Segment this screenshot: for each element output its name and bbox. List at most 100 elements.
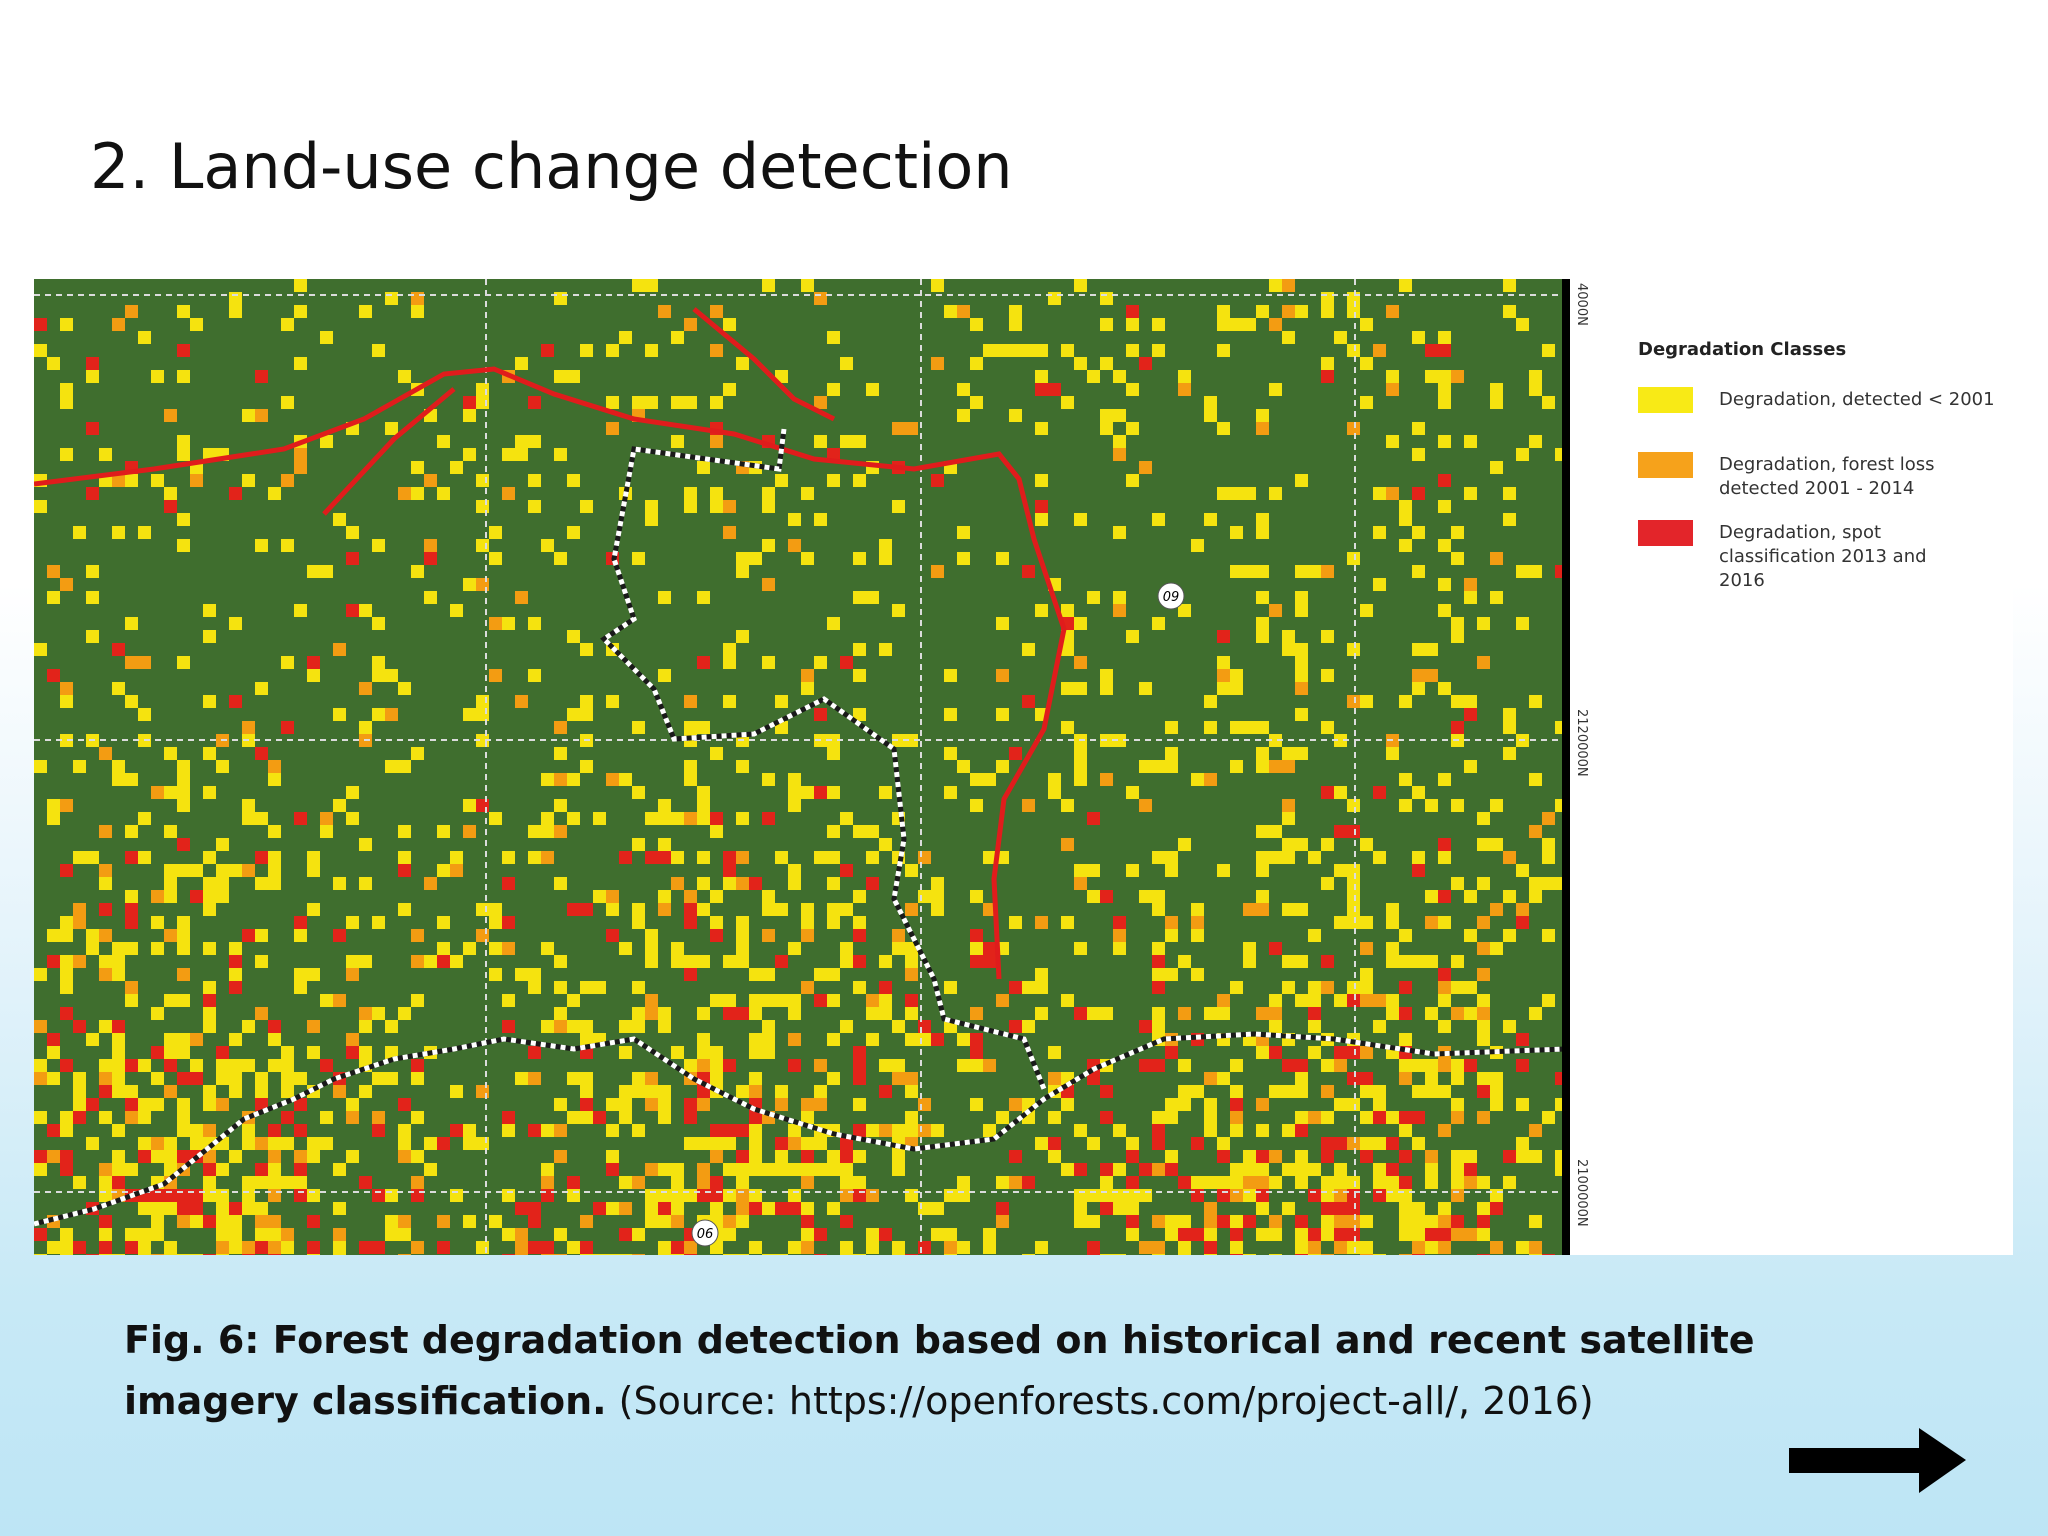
map-cell	[398, 1228, 411, 1241]
map-cell	[229, 1072, 242, 1085]
map-cells	[34, 279, 1568, 1255]
map-cell	[1152, 1059, 1165, 1072]
map-cell	[1347, 292, 1360, 305]
arrow-shape[interactable]	[1789, 1428, 1966, 1493]
map-cell	[190, 1137, 203, 1150]
map-cell	[996, 760, 1009, 773]
map-cell	[970, 773, 983, 786]
map-cell	[281, 1228, 294, 1241]
map-cell	[632, 1085, 645, 1098]
boundary	[600, 428, 1047, 1090]
map-cell	[1256, 526, 1269, 539]
map-cell	[203, 1215, 216, 1228]
map-cell	[60, 1111, 73, 1124]
map-cell	[1347, 903, 1360, 916]
map-cell	[749, 1007, 762, 1020]
map-cell	[1061, 916, 1074, 929]
map-cell	[1282, 1059, 1295, 1072]
map-cell	[203, 1150, 216, 1163]
map-cell	[1191, 1228, 1204, 1241]
map-cell	[1178, 1228, 1191, 1241]
map-cell	[619, 1020, 632, 1033]
map-cell	[1217, 669, 1230, 682]
map-cell	[164, 1046, 177, 1059]
map-cell	[567, 1176, 580, 1189]
map-cell	[1373, 1189, 1386, 1202]
map-cell	[177, 929, 190, 942]
map-cell	[125, 825, 138, 838]
map-cell	[645, 1202, 658, 1215]
map-cell	[1295, 1163, 1308, 1176]
map-cell	[372, 539, 385, 552]
marker-label: 09	[1163, 590, 1180, 605]
map-cell	[606, 344, 619, 357]
map-cell	[1126, 1150, 1139, 1163]
map-cell	[1360, 1254, 1373, 1255]
map-cell	[749, 1189, 762, 1202]
map-cell	[710, 435, 723, 448]
map-cell	[307, 1241, 320, 1254]
map-cell	[827, 968, 840, 981]
map-cell	[1204, 1215, 1217, 1228]
map-cell	[853, 916, 866, 929]
map-cell	[1321, 565, 1334, 578]
next-arrow[interactable]	[1789, 1428, 1966, 1493]
map-cell	[112, 1033, 125, 1046]
map-cell	[749, 1085, 762, 1098]
map-cell	[1126, 786, 1139, 799]
map-cell	[710, 487, 723, 500]
map-cell	[60, 1254, 73, 1255]
map-cell	[86, 1254, 99, 1255]
map-cell	[502, 617, 515, 630]
map-cell	[1425, 1228, 1438, 1241]
map-cell	[1321, 1228, 1334, 1241]
map-cell	[1282, 747, 1295, 760]
map-cell	[307, 903, 320, 916]
map-cell	[749, 994, 762, 1007]
map-cell	[1113, 929, 1126, 942]
map-cell	[1191, 968, 1204, 981]
map-cell	[1542, 812, 1555, 825]
map-cell	[1204, 1098, 1217, 1111]
map-cell	[424, 1163, 437, 1176]
map-cell	[203, 695, 216, 708]
map-cell	[1282, 851, 1295, 864]
map-markers: 09 06	[691, 582, 1185, 1247]
map-cell	[281, 656, 294, 669]
map-cell	[1217, 682, 1230, 695]
map-cell	[814, 1228, 827, 1241]
map-cell	[1347, 643, 1360, 656]
map-cell	[294, 916, 307, 929]
map-cell	[1438, 539, 1451, 552]
map-cell	[1412, 682, 1425, 695]
map-cell	[1295, 1215, 1308, 1228]
map-cell	[73, 916, 86, 929]
map-cell	[86, 422, 99, 435]
map-cell	[1165, 1098, 1178, 1111]
map-cell	[1178, 838, 1191, 851]
map-cell	[1217, 1137, 1230, 1150]
map-cell	[736, 1254, 749, 1255]
map-cell	[1503, 1150, 1516, 1163]
map-cell	[151, 1098, 164, 1111]
map-cell	[840, 357, 853, 370]
map-cell	[1113, 942, 1126, 955]
map-cell	[73, 526, 86, 539]
map-cell	[1321, 1059, 1334, 1072]
map-cell	[1464, 929, 1477, 942]
map-cell	[450, 851, 463, 864]
map-cell	[242, 409, 255, 422]
map-cell	[944, 305, 957, 318]
map-cell	[34, 968, 47, 981]
map-cell	[983, 1228, 996, 1241]
map-cell	[125, 903, 138, 916]
map-cell	[645, 994, 658, 1007]
map-cell	[1373, 1098, 1386, 1111]
map-cell	[1295, 1124, 1308, 1137]
map-cell	[1152, 955, 1165, 968]
map-cell	[671, 1163, 684, 1176]
map-cell	[606, 422, 619, 435]
map-cell	[281, 1137, 294, 1150]
map-cell	[1386, 383, 1399, 396]
map-cell	[684, 1111, 697, 1124]
